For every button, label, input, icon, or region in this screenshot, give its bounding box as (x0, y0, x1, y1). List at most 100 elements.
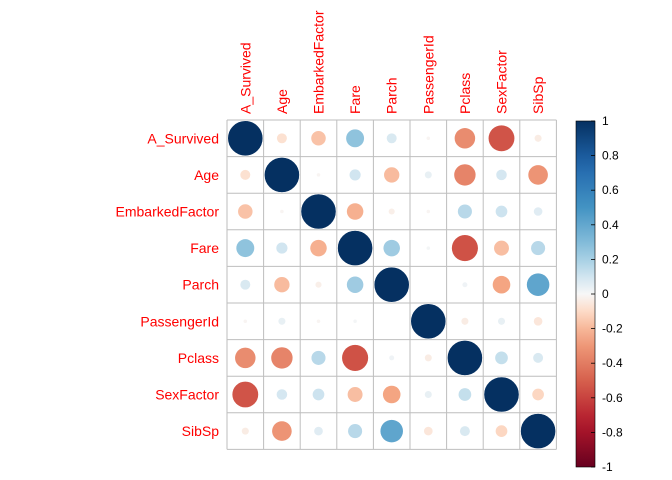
column-label: PassengerId (420, 35, 436, 114)
correlation-circle-Age-SibSp: Age / SibSp: -0.31 (528, 165, 548, 185)
correlation-circle-Pclass-EmbarkedFactor: Pclass / EmbarkedFactor: 0.16 (311, 350, 326, 365)
correlation-circle-PassengerId-Fare: PassengerId / Fare: 0.01 (353, 319, 357, 324)
color-legend-tick-label: 0.2 (602, 252, 619, 266)
color-legend: 1 0.8 0.6 0.4 0.2 0 -0.2 -0.4 -0.6 -0.8 -1 (575, 114, 623, 474)
correlation-circle-Pclass-Age: Pclass / Age: -0.37 (271, 347, 293, 369)
color-legend-ticks: 1 0.8 0.6 0.4 0.2 0 -0.2 -0.4 -0.6 -0.8 -1 (591, 114, 623, 474)
column-label: SexFactor (494, 50, 510, 114)
correlation-circle-EmbarkedFactor-Parch: EmbarkedFactor / Parch: -0.03 (388, 208, 395, 215)
color-legend-tick-label: 0.8 (602, 149, 619, 163)
row-label: EmbarkedFactor (116, 204, 220, 220)
correlation-circle-Parch-Pclass: Parch / Pclass: 0.02 (462, 282, 468, 288)
correlation-circle-SibSp-EmbarkedFactor: SibSp / EmbarkedFactor: 0.06 (314, 426, 323, 436)
correlation-circles: A_Survived / A_Survived: 1 A_Survived / A… (227, 120, 557, 450)
correlation-circle-PassengerId-SexFactor: PassengerId / SexFactor: 0.04 (497, 317, 506, 325)
correlation-circle-SibSp-Age: SibSp / Age: -0.31 (272, 421, 292, 441)
column-label: SibSp (530, 76, 546, 114)
correlation-circle-PassengerId-Age: PassengerId / Age: 0.04 (278, 317, 286, 325)
column-label: Parch (384, 77, 400, 114)
correlation-circle-Pclass-Parch: Pclass / Parch: 0.02 (389, 355, 395, 361)
correlation-circle-SexFactor-SexFactor: SexFactor / SexFactor: 1 (483, 376, 520, 413)
column-label: A_Survived (237, 42, 253, 114)
row-labels: A_Survived Age EmbarkedFactor Fare Parch Pass… (116, 130, 220, 439)
correlation-circle-Fare-Age: Fare / Age: 0.1 (276, 242, 288, 254)
correlation-circle-A_Survived-Parch: A_Survived / Parch: 0.08 (386, 133, 397, 144)
correlation-circle-EmbarkedFactor-Age: EmbarkedFactor / Age: -0.01 (280, 209, 284, 214)
color-legend-tick-label: -1 (602, 460, 613, 474)
correlation-circle-A_Survived-PassengerId: A_Survived / PassengerId: -0.01 (426, 136, 431, 141)
column-label: Pclass (457, 73, 473, 114)
color-legend-tick-label: -0.8 (602, 425, 623, 439)
correlation-circle-Age-A_Survived: Age / A_Survived: -0.08 (240, 169, 251, 180)
correlation-circle-A_Survived-EmbarkedFactor: A_Survived / EmbarkedFactor: -0.17 (311, 131, 326, 146)
correlation-circle-Parch-SexFactor: Parch / SexFactor: -0.25 (492, 275, 511, 294)
correlation-circle-PassengerId-SibSp: PassengerId / SibSp: -0.06 (533, 316, 543, 326)
correlation-circle-A_Survived-Fare: A_Survived / Fare: 0.26 (346, 129, 365, 148)
correlation-circle-SexFactor-Age: SexFactor / Age: 0.09 (276, 389, 288, 400)
correlation-circle-Parch-EmbarkedFactor: Parch / EmbarkedFactor: -0.03 (315, 281, 322, 288)
correlation-circle-Pclass-Fare: Pclass / Fare: -0.55 (342, 344, 369, 371)
correlation-circle-Age-Age: Age / Age: 1 (263, 156, 300, 193)
correlation-circle-A_Survived-SexFactor: A_Survived / SexFactor: -0.54 (488, 125, 515, 152)
row-label: Fare (190, 240, 219, 256)
correlation-circle-EmbarkedFactor-SibSp: EmbarkedFactor / SibSp: 0.06 (533, 207, 543, 216)
correlation-circle-Fare-A_Survived: Fare / A_Survived: 0.26 (236, 239, 255, 258)
correlation-circle-EmbarkedFactor-Pclass: EmbarkedFactor / Pclass: 0.16 (457, 204, 472, 219)
correlation-circle-Pclass-SibSp: Pclass / SibSp: 0.08 (533, 352, 544, 363)
column-label: Fare (347, 85, 363, 114)
correlation-circle-PassengerId-Pclass: PassengerId / Pclass: -0.04 (461, 317, 469, 325)
row-label: SexFactor (155, 387, 219, 403)
row-label: Age (194, 167, 219, 183)
correlation-circle-SibSp-SibSp: SibSp / SibSp: 1 (520, 413, 557, 450)
correlation-circle-A_Survived-A_Survived: A_Survived / A_Survived: 1 (227, 120, 264, 157)
color-legend-tick-label: -0.4 (602, 356, 623, 370)
correlation-circle-Parch-A_Survived: Parch / A_Survived: 0.08 (240, 279, 251, 290)
correlation-circle-Parch-Fare: Parch / Fare: 0.22 (346, 276, 364, 293)
correlation-circle-Pclass-A_Survived: Pclass / A_Survived: -0.34 (235, 347, 256, 369)
correlation-circle-Age-Parch: Age / Parch: -0.19 (384, 167, 400, 183)
correlation-circle-Pclass-Pclass: Pclass / Pclass: 1 (446, 339, 483, 376)
matrix-grid (226, 119, 557, 450)
correlation-circle-SibSp-Fare: SibSp / Fare: 0.16 (348, 424, 363, 439)
correlation-circle-SibSp-Parch: SibSp / Parch: 0.41 (380, 419, 403, 443)
row-label: Parch (182, 277, 219, 293)
correlation-circle-Pclass-PassengerId: Pclass / PassengerId: -0.04 (424, 354, 432, 362)
correlation-circle-SexFactor-Parch: SexFactor / Parch: -0.25 (382, 385, 401, 404)
correlation-circle-Age-PassengerId: Age / PassengerId: 0.04 (424, 171, 432, 179)
column-label: Age (274, 89, 290, 114)
row-label: A_Survived (147, 130, 219, 146)
correlation-circle-Fare-Parch: Fare / Parch: 0.22 (383, 239, 400, 257)
correlation-circle-Pclass-SexFactor: Pclass / SexFactor: 0.13 (495, 351, 508, 365)
column-labels: A_Survived Age EmbarkedFactor Fare Parch Pass… (237, 10, 546, 114)
correlation-circle-SibSp-PassengerId: SibSp / PassengerId: -0.06 (423, 426, 433, 436)
correlation-circle-EmbarkedFactor-A_Survived: EmbarkedFactor / A_Survived: -0.17 (238, 204, 253, 219)
row-label: SibSp (182, 423, 220, 439)
correlation-circle-PassengerId-A_Survived: PassengerId / A_Survived: -0.01 (243, 319, 248, 324)
correlation-circle-A_Survived-Pclass: A_Survived / Pclass: -0.34 (454, 128, 476, 149)
correlation-circle-EmbarkedFactor-SexFactor: EmbarkedFactor / SexFactor: 0.11 (495, 205, 508, 218)
correlation-circle-Fare-Fare: Fare / Fare: 1 (337, 230, 374, 267)
color-legend-tick-label: 1 (602, 114, 609, 128)
color-legend-tick-label: -0.2 (602, 322, 623, 336)
correlation-circle-PassengerId-PassengerId: PassengerId / PassengerId: 1 (410, 303, 447, 340)
correlation-circle-SexFactor-SibSp: SexFactor / SibSp: -0.11 (532, 388, 544, 401)
color-legend-tick-label: 0.6 (602, 183, 619, 197)
correlation-circle-Fare-SexFactor: Fare / SexFactor: -0.18 (494, 240, 509, 256)
color-legend-tick-label: 0.4 (602, 218, 619, 232)
correlation-circle-SexFactor-Fare: SexFactor / Fare: -0.18 (347, 387, 363, 402)
column-label: EmbarkedFactor (311, 10, 327, 114)
correlation-circle-A_Survived-SibSp: A_Survived / SibSp: -0.04 (534, 134, 542, 142)
correlation-circle-PassengerId-EmbarkedFactor: PassengerId / EmbarkedFactor: -0.01 (316, 319, 321, 324)
correlation-circle-Parch-Age: Parch / Age: -0.19 (274, 277, 290, 293)
correlation-circle-SibSp-Pclass: SibSp / Pclass: 0.08 (459, 426, 470, 437)
correlation-circle-SibSp-A_Survived: SibSp / A_Survived: -0.04 (241, 427, 249, 435)
correlation-circle-Age-Fare: Age / Fare: 0.1 (349, 169, 361, 181)
correlation-circle-Fare-EmbarkedFactor: Fare / EmbarkedFactor: -0.22 (310, 239, 327, 257)
correlation-circle-EmbarkedFactor-Fare: EmbarkedFactor / Fare: -0.22 (346, 203, 364, 220)
correlation-circle-Age-Pclass: Age / Pclass: -0.37 (454, 164, 476, 186)
correlation-circle-EmbarkedFactor-EmbarkedFactor: EmbarkedFactor / EmbarkedFactor: 1 (300, 193, 337, 230)
correlation-circle-Age-EmbarkedFactor: Age / EmbarkedFactor: -0.01 (316, 173, 321, 177)
row-label: PassengerId (140, 313, 219, 329)
correlation-circle-SexFactor-A_Survived: SexFactor / A_Survived: -0.54 (232, 381, 259, 408)
